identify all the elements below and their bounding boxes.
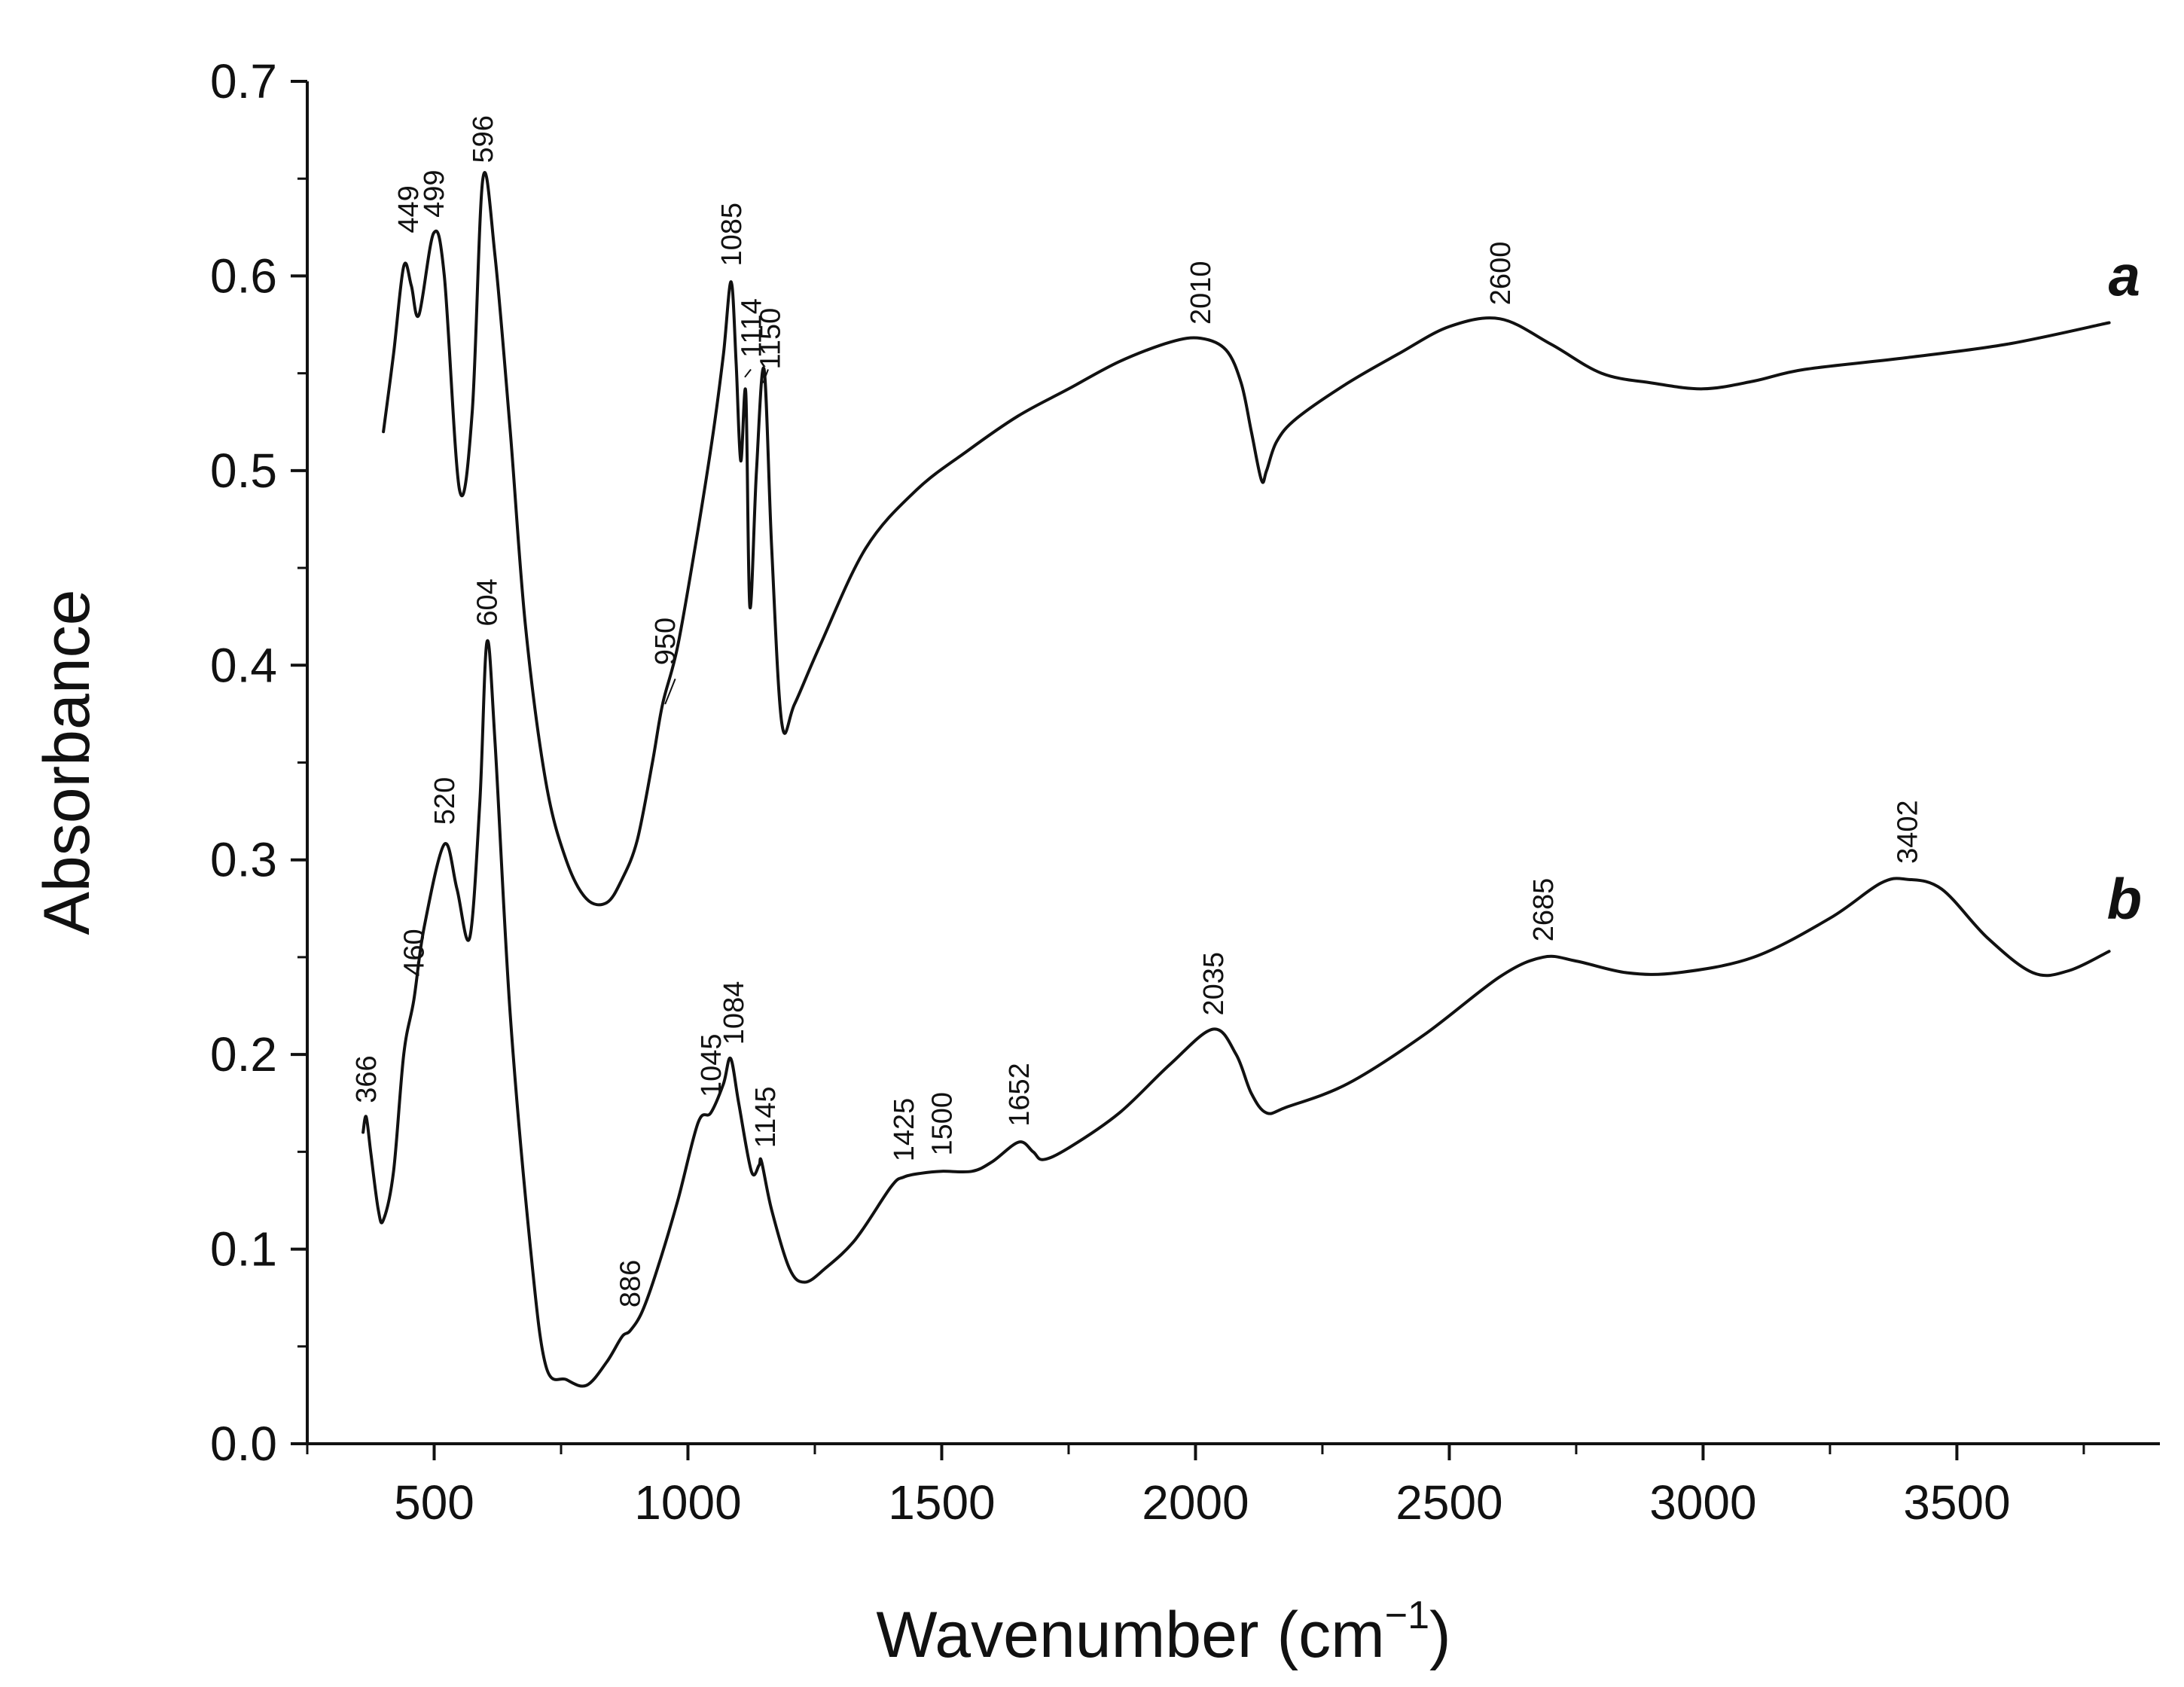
annotation-leader: [744, 368, 752, 378]
y-axis-title: Absorbance: [31, 590, 103, 935]
x-axis-title: Wavenumber (cm−1): [876, 1594, 1450, 1671]
peak-label-449: 449: [393, 185, 425, 233]
peak-label-460: 460: [399, 929, 431, 976]
axes: [306, 81, 2160, 1445]
peak-label-886: 886: [615, 1260, 647, 1307]
peak-label-596: 596: [468, 115, 499, 163]
series-tags: ab: [2107, 244, 2142, 931]
peak-label-2600: 2600: [1485, 242, 1517, 306]
series-line-b: [361, 639, 2111, 1388]
y-tick-label: 0.7: [210, 54, 277, 108]
peak-label-1500: 1500: [927, 1092, 959, 1156]
y-tick-label: 0.0: [210, 1417, 277, 1471]
series-tag-a: a: [2109, 244, 2140, 308]
x-tick-label: 3000: [1649, 1475, 1756, 1530]
peak-label-1085: 1085: [716, 203, 748, 267]
annotation-leader: [664, 679, 676, 705]
x-axis-title-close: ): [1429, 1599, 1451, 1671]
peak-label-1652: 1652: [1004, 1063, 1036, 1127]
peak-label-1045: 1045: [696, 1033, 727, 1097]
x-axis-title-main: Wavenumber (cm: [876, 1599, 1384, 1671]
peak-label-520: 520: [429, 777, 461, 825]
y-ticks: 0.0 0.1 0.2 0.3 0.4 0.5 0.6 0.7: [210, 54, 307, 1471]
x-tick-label: 2500: [1396, 1475, 1502, 1530]
x-tick-label: 1000: [634, 1475, 741, 1530]
annotation-leader: [762, 369, 769, 383]
peak-label-1150: 1150: [755, 308, 787, 370]
peak-label-1425: 1425: [889, 1098, 920, 1162]
peak-label-3402: 3402: [1892, 800, 1923, 864]
x-axis-title-superscript: −1: [1385, 1594, 1429, 1637]
peak-label-366: 366: [351, 1055, 383, 1103]
series-group: [361, 171, 2111, 1388]
y-tick-label: 0.3: [210, 833, 277, 887]
x-tick-label: 1500: [888, 1475, 995, 1530]
x-tick-label: 3500: [1903, 1475, 2010, 1530]
y-tick-label: 0.4: [210, 638, 277, 692]
peak-label-2685: 2685: [1528, 878, 1560, 942]
peak-label-950: 950: [650, 618, 682, 665]
peak-label-1114: 1114: [737, 298, 768, 358]
x-ticks: 500 1000 1500 2000 2500 3000 3500: [306, 1444, 2085, 1530]
y-tick-label: 0.6: [210, 249, 277, 303]
series-line-a: [382, 171, 2111, 907]
peak-label-1084: 1084: [718, 981, 750, 1045]
peak-label-1145: 1145: [750, 1086, 782, 1148]
y-tick-label: 0.2: [210, 1027, 277, 1081]
x-tick-label: 500: [394, 1475, 474, 1530]
peak-label-2010: 2010: [1185, 261, 1217, 325]
peak-label-2035: 2035: [1198, 952, 1230, 1016]
y-tick-label: 0.5: [210, 444, 277, 498]
peak-label-499: 499: [419, 169, 450, 217]
x-tick-label: 2000: [1142, 1475, 1249, 1530]
y-tick-label: 0.1: [210, 1222, 277, 1277]
series-tag-b: b: [2107, 867, 2142, 931]
peak-label-604: 604: [472, 578, 504, 626]
